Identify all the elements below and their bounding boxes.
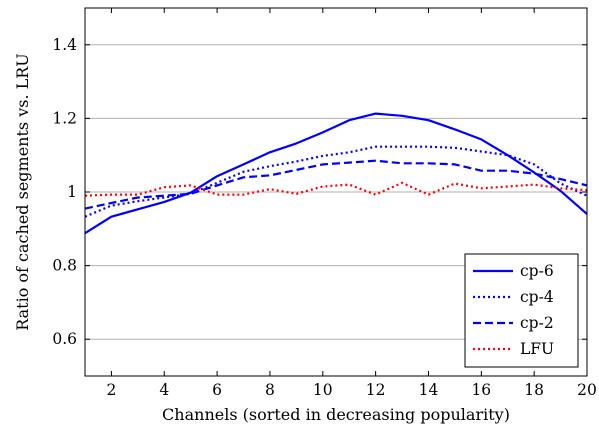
x-tick-label: 2	[106, 381, 116, 399]
legend-label: cp-4	[520, 288, 554, 306]
x-tick-label: 16	[471, 381, 491, 399]
x-tick-label: 18	[524, 381, 544, 399]
legend-label: cp-2	[520, 314, 554, 332]
x-tick-label: 12	[366, 381, 386, 399]
y-axis-tick-labels: 0.6 0.8 1 1.2 1.4	[52, 36, 77, 348]
x-axis-label: Channels (sorted in decreasing popularit…	[162, 405, 510, 424]
y-tick-label: 0.6	[52, 330, 77, 348]
x-tick-label: 14	[419, 381, 439, 399]
x-tick-label: 8	[265, 381, 275, 399]
legend-label: LFU	[520, 340, 554, 358]
series-lines	[85, 112, 587, 235]
series-line-cp-6	[85, 112, 587, 235]
x-tick-label: 10	[313, 381, 333, 399]
y-tick-label: 1	[67, 183, 77, 201]
series-line-cp-4	[85, 145, 587, 218]
y-tick-label: 0.8	[52, 257, 77, 275]
x-tick-label: 6	[212, 381, 222, 399]
x-tick-label: 20	[577, 381, 597, 399]
legend: cp-6 cp-4 cp-2 LFU	[464, 253, 579, 368]
legend-label: cp-6	[520, 262, 554, 280]
y-tick-label: 1.4	[52, 36, 77, 54]
axis-ticks	[85, 8, 588, 376]
x-tick-label: 4	[159, 381, 169, 399]
y-tick-label: 1.2	[52, 109, 77, 127]
series-line-cp-2	[85, 159, 587, 210]
x-axis-tick-labels: 2 4 6 8 10 12 14 16 18 20	[106, 381, 596, 399]
series-line-lfu	[85, 181, 587, 197]
y-axis-label: Ratio of cached segments vs. LRU	[13, 53, 32, 331]
